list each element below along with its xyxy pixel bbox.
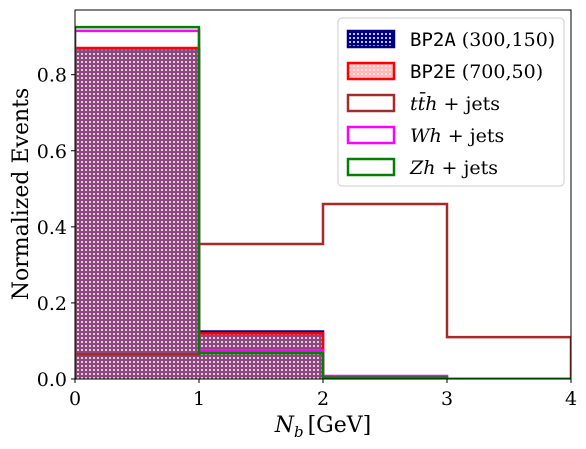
step-tt-h-jets bbox=[75, 202, 571, 379]
x-tick-label-2: 2 bbox=[317, 388, 329, 410]
legend-swatch-bp2a-300-150 bbox=[346, 29, 396, 49]
legend-label-bp2a-300-150: BP2A (300,150) bbox=[410, 29, 555, 51]
legend: BP2A (300,150) BP2E (700,50) tt̄h + jets Wh… bbox=[337, 17, 565, 187]
bar-bp2e-700-50-bin-0 bbox=[75, 48, 199, 379]
x-tick-label-0: 0 bbox=[69, 388, 81, 410]
y-tick-label-1: 0.2 bbox=[37, 293, 67, 315]
x-axis-label-unit: [GeV] bbox=[308, 413, 372, 438]
outline-bp2e-700-50 bbox=[75, 46, 571, 379]
series-bp2e-700-50 bbox=[75, 46, 571, 379]
legend-swatch-wh-jets bbox=[346, 125, 396, 145]
legend-label-wh-jets: Wh + jets bbox=[410, 125, 504, 147]
y-tick-label-2: 0.4 bbox=[37, 217, 67, 239]
legend-label-zh-jets: Zh + jets bbox=[409, 157, 498, 179]
x-tick-label-3: 3 bbox=[441, 388, 453, 410]
x-axis-label: Nb [GeV] bbox=[274, 413, 372, 441]
y-tick-label-0: 0.0 bbox=[37, 369, 67, 391]
legend-swatch-bp2e-700-50 bbox=[346, 61, 396, 81]
series-tt-h-jets bbox=[75, 202, 571, 379]
x-tick-label-4: 4 bbox=[565, 388, 577, 410]
legend-label-bp2e-700-50: BP2E (700,50) bbox=[410, 61, 543, 83]
legend-swatch-tt-h-jets bbox=[346, 93, 396, 113]
x-tick-label-1: 1 bbox=[193, 388, 205, 410]
x-axis-label-sub: b bbox=[294, 423, 304, 441]
legend-label-tt-h-jets: tt̄h + jets bbox=[410, 91, 500, 115]
y-axis-ticks: 0.0 0.2 0.4 0.6 0.8 bbox=[37, 65, 75, 391]
y-tick-label-4: 0.8 bbox=[37, 65, 67, 87]
x-axis-ticks: 0 1 2 3 4 bbox=[69, 379, 577, 410]
y-tick-label-3: 0.6 bbox=[37, 141, 67, 163]
series-zh-jets bbox=[75, 25, 571, 379]
plot-area bbox=[75, 25, 571, 379]
bar-bp2e-700-50-bin-1 bbox=[199, 333, 323, 379]
legend-swatch-zh-jets bbox=[346, 157, 396, 177]
x-axis-label-main: N bbox=[274, 413, 295, 438]
y-axis-label: Normalized Events bbox=[9, 88, 34, 301]
step-zh-jets bbox=[75, 25, 571, 379]
